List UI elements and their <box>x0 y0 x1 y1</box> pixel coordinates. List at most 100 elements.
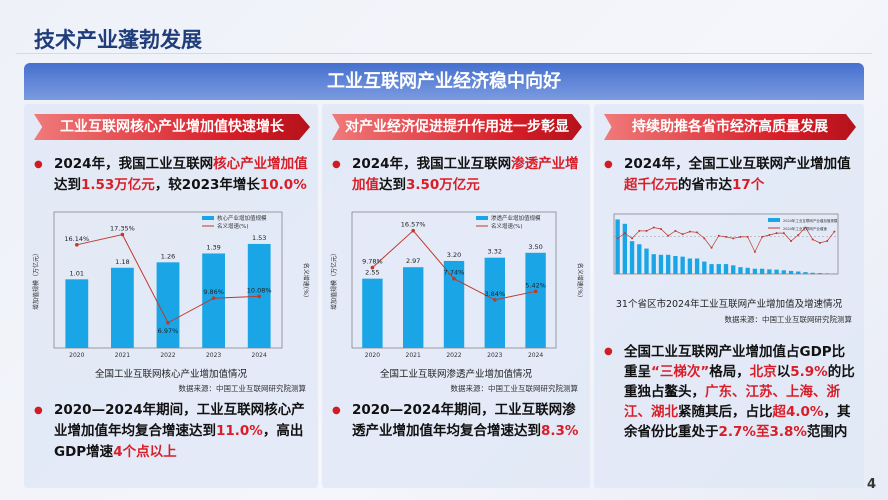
chart-caption: 31个省区市2024年工业互联网产业增加值及增速情况 <box>615 299 843 310</box>
data-source: 数据来源：中国工业互联网研究院测算 <box>724 315 853 324</box>
bar-value-label: 3.32 <box>488 248 502 256</box>
growth-point <box>688 230 691 233</box>
growth-value-label: 16.57% <box>401 221 426 229</box>
growth-point <box>638 229 641 232</box>
page-number: 4 <box>866 477 876 492</box>
growth-value-label: 7.74% <box>444 269 465 277</box>
bar <box>443 260 465 348</box>
growth-point <box>818 241 821 244</box>
x-tick-label: 2023 <box>487 352 502 359</box>
legend-label: 渗透产业增加值规模 <box>491 214 541 222</box>
bar <box>202 253 225 348</box>
bar <box>723 264 729 274</box>
growth-point <box>645 229 648 232</box>
bar <box>803 272 808 274</box>
growth-point <box>696 231 699 234</box>
bar <box>156 262 180 348</box>
growth-point <box>631 237 634 240</box>
growth-point <box>717 234 720 237</box>
growth-point <box>804 226 807 229</box>
legend-label: 2024年工业互联网产业增速 <box>783 226 827 231</box>
growth-point <box>674 229 677 232</box>
bar-value-label: 3.50 <box>528 243 542 251</box>
growth-point <box>493 298 497 302</box>
bar <box>817 273 823 274</box>
growth-point <box>775 232 778 235</box>
growth-point <box>833 230 836 233</box>
bullet-gdp-share: 全国工业互联网产业增加值占GDP比重呈“三梯次”格局，北京以5.9%的比重独占鳌… <box>602 342 856 442</box>
bar <box>644 248 649 274</box>
ribbon-heading: 持续助推各省市经济高质量发展 <box>604 114 856 140</box>
bar <box>774 269 779 274</box>
bar <box>752 268 758 274</box>
bar <box>796 271 801 274</box>
bar-value-label: 1.53 <box>252 234 266 242</box>
growth-value-label: 10.08% <box>247 286 272 294</box>
bar <box>637 244 642 274</box>
growth-line <box>617 226 835 253</box>
column-provinces: 持续助推各省市经济高质量发展 2024年，全国工业互联网产业增加值超千亿元的省市… <box>594 104 864 488</box>
growth-value-label: 16.14% <box>64 235 89 243</box>
y2-axis-label: 名义增速(%) <box>302 263 310 297</box>
growth-point <box>732 237 735 240</box>
column-core-industry: 工业互联网核心产业增加值快速增长 2024年，我国工业互联网核心产业增加值达到1… <box>24 104 318 488</box>
growth-point <box>533 289 538 294</box>
growth-point <box>411 228 415 233</box>
growth-point <box>710 246 713 249</box>
legend-swatch-bars <box>476 216 488 220</box>
x-tick-label: 2023 <box>206 352 221 359</box>
growth-point <box>370 265 375 270</box>
growth-point <box>659 228 662 230</box>
bar <box>738 267 743 274</box>
bullet-provinces-2024: 2024年，全国工业互联网产业增加值超千亿元的省市达17个 <box>602 154 856 196</box>
bar-value-label: 2.97 <box>406 257 420 265</box>
bar <box>702 261 707 274</box>
x-tick-label: 2020 <box>69 352 84 359</box>
page-title: 技术产业蓬勃发展 <box>34 28 202 52</box>
bar <box>403 267 424 348</box>
bar-value-label: 2.55 <box>365 269 379 277</box>
x-tick-label: 2020 <box>365 352 380 359</box>
core-industry-chart: 增加值规模（万亿元） 名义增速(%) 1.01 2020 1.18 2021 1.26 202… <box>32 211 310 359</box>
growth-point <box>797 234 800 236</box>
title-divider <box>16 53 872 54</box>
bar <box>651 254 656 274</box>
column-penetration-industry: 对产业经济促进提升作用进一步彰显 2024年，我国工业互联网渗透产业增加值达到3… <box>322 104 590 488</box>
bullet-penetration-2024: 2024年，我国工业互联网渗透产业增加值达到3.50万亿元 <box>330 154 582 196</box>
y-axis-label: 增加值规模（万亿元） <box>330 250 338 310</box>
ribbon-heading: 工业互联网核心产业增加值快速增长 <box>34 114 310 140</box>
bar <box>484 257 505 348</box>
bar-value-label: 3.20 <box>447 251 461 259</box>
growth-point <box>811 238 814 241</box>
bar <box>111 267 134 348</box>
section-banner: 工业互联网产业经济稳中向好 <box>24 63 864 100</box>
bullet-penetration-cagr: 2020—2024年期间，工业互联网渗透产业增加值年均复合增速达到8.3% <box>330 400 582 442</box>
bar <box>824 273 830 274</box>
growth-point <box>211 296 216 300</box>
data-source: 数据来源：中国工业互联网研究院测算 <box>450 384 579 393</box>
y-axis-label: 增加值规模（万亿元） <box>32 250 40 310</box>
x-tick-label: 2021 <box>406 352 421 359</box>
x-tick-label: 2024 <box>252 352 267 359</box>
growth-point <box>768 234 771 236</box>
bar <box>781 270 786 274</box>
chart-caption: 全国工业互联网渗透产业增加值情况 <box>379 369 532 380</box>
bar <box>759 268 765 274</box>
growth-point <box>120 232 125 237</box>
growth-value-label: 3.84% <box>484 290 505 298</box>
legend-label: 名义增速(%) <box>217 222 249 230</box>
growth-point <box>166 320 170 325</box>
legend-label: 核心产业增加值规模 <box>217 214 267 222</box>
growth-point <box>826 240 829 242</box>
growth-point <box>652 226 655 229</box>
x-tick-label: 2022 <box>446 352 461 359</box>
x-tick-label: 2021 <box>115 352 130 359</box>
legend-swatch-bars <box>768 218 780 222</box>
bar <box>525 252 546 348</box>
bar <box>629 241 635 274</box>
legend-swatch-bars <box>202 216 214 220</box>
growth-point <box>746 235 749 238</box>
growth-point <box>782 232 785 235</box>
ribbon-heading: 对产业经济促进提升作用进一步彰显 <box>332 114 582 140</box>
bar-value-label: 1.18 <box>115 258 129 266</box>
